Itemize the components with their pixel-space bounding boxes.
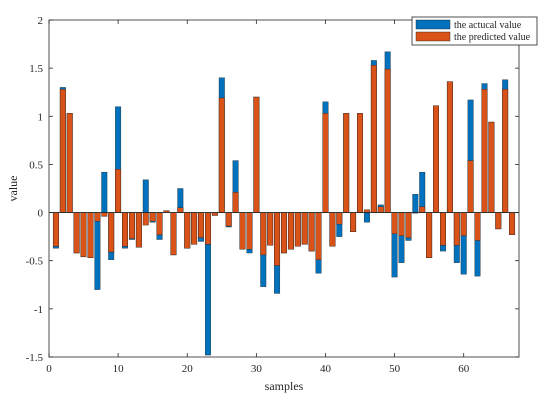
predicted-bar xyxy=(426,212,433,259)
x-tick-label: 20 xyxy=(182,363,194,375)
y-tick-label: 1 xyxy=(38,111,44,123)
y-tick-label: 1.5 xyxy=(29,63,43,75)
predicted-bar xyxy=(357,113,363,213)
predicted-bar xyxy=(239,212,246,250)
actual-bar xyxy=(364,212,370,223)
predicted-bar xyxy=(419,206,426,213)
x-tick-label: 60 xyxy=(458,363,470,375)
predicted-bar xyxy=(184,212,191,249)
predicted-bar xyxy=(198,212,204,238)
predicted-bar xyxy=(170,212,177,256)
predicted-bar xyxy=(322,113,329,213)
predicted-bar xyxy=(135,212,142,248)
predicted-bar xyxy=(287,212,294,250)
y-axis: -1.5 -1 -0.5 0 0.5 1 1.5 2 xyxy=(26,15,519,364)
predicted-bar xyxy=(336,212,343,225)
predicted-bar xyxy=(495,212,502,230)
predicted-bar xyxy=(211,212,218,216)
predicted-bar xyxy=(370,65,377,213)
predicted-bar xyxy=(80,212,87,258)
predicted-bar xyxy=(122,212,128,247)
legend: the actucal value the predicted value xyxy=(411,16,538,46)
actual-bar xyxy=(101,171,108,213)
predicted-bar xyxy=(315,212,322,260)
predicted-bar xyxy=(391,212,398,234)
x-tick-label: 40 xyxy=(320,363,332,375)
y-tick-label: 0 xyxy=(38,208,44,220)
predicted-bar xyxy=(142,212,149,226)
predicted-bar xyxy=(260,212,267,256)
legend-label-predicted: the predicted value xyxy=(454,32,531,43)
y-tick-label: 0.5 xyxy=(29,159,43,171)
predicted-bar xyxy=(59,89,66,213)
x-tick-label: 10 xyxy=(113,363,125,375)
predicted-bar xyxy=(446,81,453,213)
predicted-bar xyxy=(66,113,73,213)
actual-bar xyxy=(142,179,149,213)
predicted-bar xyxy=(377,206,384,213)
predicted-bar xyxy=(301,212,308,245)
predicted-bar xyxy=(253,96,260,213)
predicted-bar xyxy=(73,212,80,254)
predicted-bar xyxy=(274,212,281,266)
x-tick-label: 0 xyxy=(46,363,52,375)
predicted-bar xyxy=(474,212,481,241)
predicted-bar xyxy=(177,207,184,213)
predicted-bar xyxy=(232,192,239,213)
predicted-bar xyxy=(364,209,370,213)
predicted-bar xyxy=(308,212,315,252)
predicted-bar xyxy=(267,212,274,246)
y-tick-label: 2 xyxy=(38,15,44,27)
predicted-bar xyxy=(329,212,336,247)
predicted-bar xyxy=(246,212,253,250)
x-tick-label: 30 xyxy=(251,363,263,375)
predicted-bar xyxy=(129,212,135,239)
predicted-bar xyxy=(350,212,357,233)
predicted-bar xyxy=(405,212,412,238)
predicted-bar xyxy=(433,105,439,213)
predicted-bar xyxy=(87,212,94,259)
predicted-bar xyxy=(281,212,287,254)
predicted-bar xyxy=(149,212,156,222)
predicted-bar xyxy=(191,212,198,245)
plot-frame xyxy=(48,19,520,358)
predicted-bar xyxy=(384,68,391,213)
predicted-bar xyxy=(108,212,115,253)
legend-swatch-actual xyxy=(415,19,451,30)
predicted-bar xyxy=(460,212,467,236)
predicted-bar xyxy=(218,97,225,213)
y-tick-label: -1 xyxy=(34,304,43,316)
predicted-bar xyxy=(205,212,211,245)
x-tick-label: 50 xyxy=(389,363,401,375)
predicted-bar xyxy=(453,212,460,246)
predicted-bar xyxy=(481,89,488,213)
predicted-bar xyxy=(509,212,516,235)
legend-label-actual: the actucal value xyxy=(454,20,522,31)
predicted-bar xyxy=(502,89,509,213)
predicted-value-bars xyxy=(52,65,516,266)
y-tick-label: -1.5 xyxy=(26,352,44,364)
actual-value-bars xyxy=(52,51,516,356)
y-tick-label: -0.5 xyxy=(26,256,44,268)
predicted-bar xyxy=(225,212,232,227)
predicted-bar xyxy=(488,121,495,213)
predicted-bar xyxy=(294,212,301,247)
x-axis-label: samples xyxy=(265,379,304,393)
legend-swatch-predicted xyxy=(415,31,451,42)
predicted-bar xyxy=(398,212,405,236)
predicted-bar xyxy=(52,212,59,247)
predicted-bar xyxy=(440,212,446,246)
predicted-bar xyxy=(94,212,101,222)
predicted-bar xyxy=(101,212,108,217)
actual-bar xyxy=(94,212,101,290)
predicted-bar xyxy=(467,160,474,213)
actual-bar xyxy=(419,171,426,213)
predicted-bar xyxy=(115,169,122,213)
predicted-bar xyxy=(343,113,350,213)
y-axis-label: value xyxy=(6,176,20,202)
predicted-bar xyxy=(156,212,163,235)
actual-bar xyxy=(412,194,419,213)
